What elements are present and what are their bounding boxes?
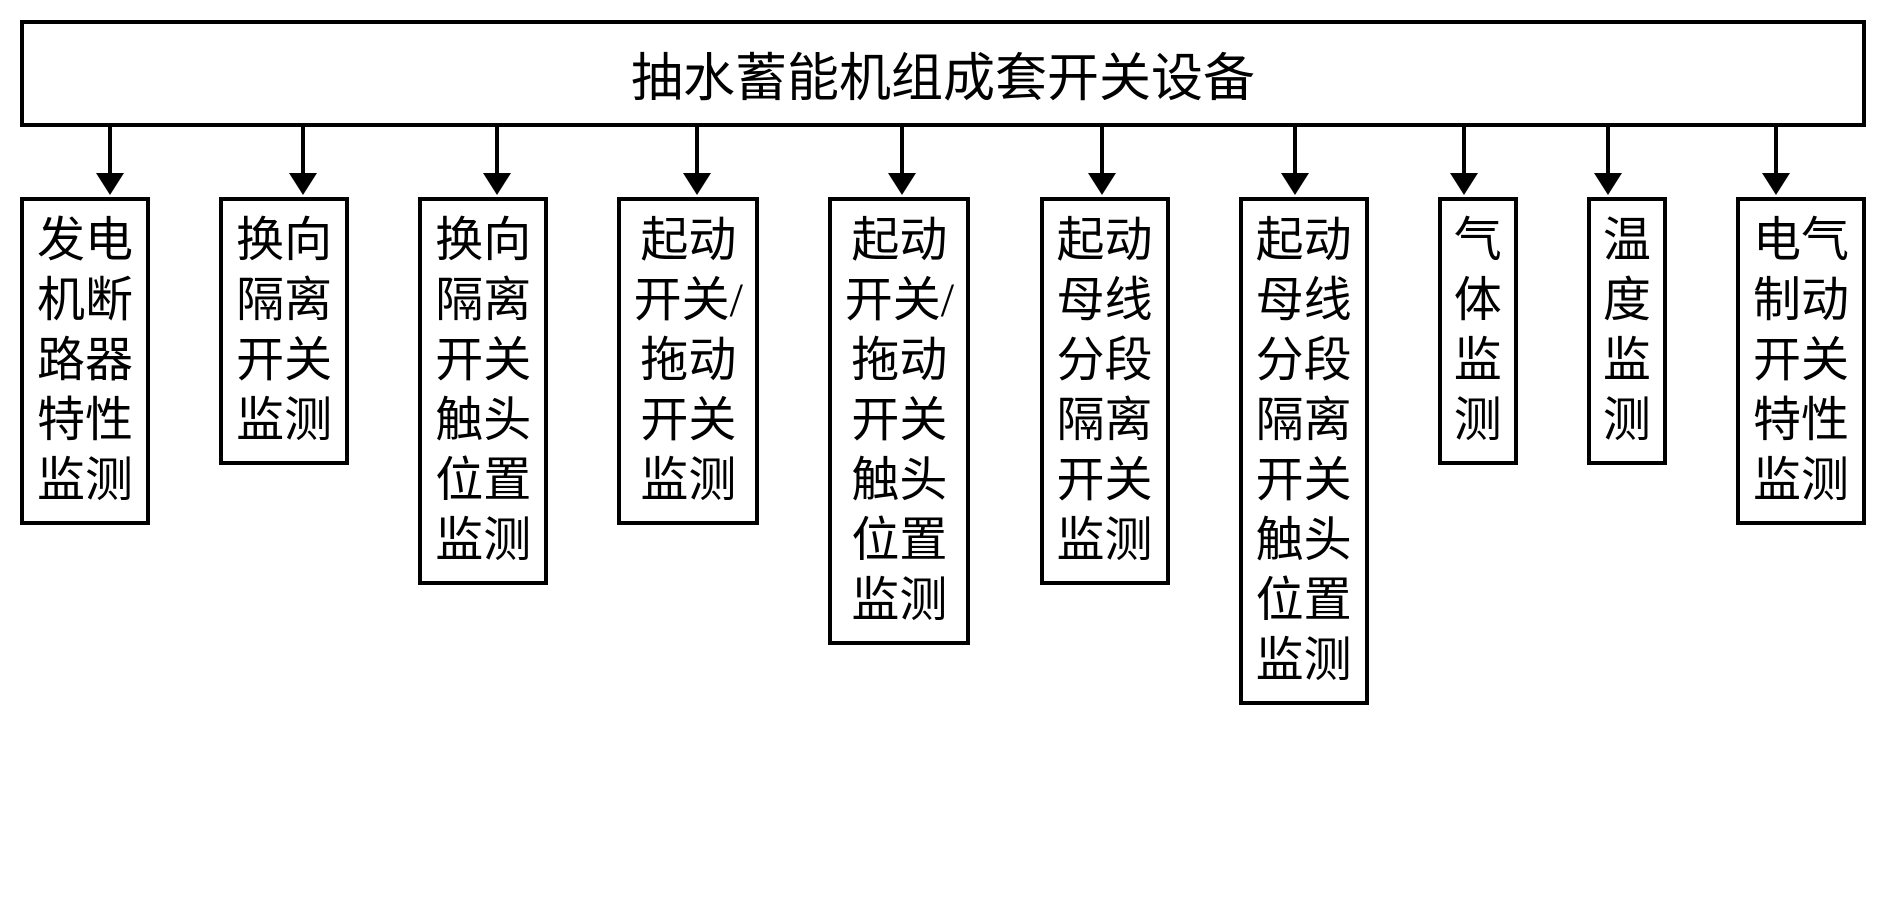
text-line: 开关 xyxy=(435,331,531,391)
child-label: 发电机断路器特性监测 xyxy=(37,211,133,511)
arrow-down-icon xyxy=(1462,127,1466,177)
text-line: 监测 xyxy=(435,511,531,571)
text-line: 机断 xyxy=(37,271,133,331)
child-node: 换向隔离开关触头位置监测 xyxy=(418,197,548,585)
child-label: 起动开关/拖动开关监测 xyxy=(634,211,743,511)
text-line: 开关/ xyxy=(634,271,743,331)
arrow-cell xyxy=(45,127,175,177)
text-line: 监 xyxy=(1454,331,1502,391)
text-line: 起动 xyxy=(1256,211,1352,271)
arrows-row xyxy=(20,127,1866,197)
text-line: 监测 xyxy=(236,391,332,451)
text-line: 触头 xyxy=(1256,511,1352,571)
text-line: 测 xyxy=(1454,391,1502,451)
text-line: 起动 xyxy=(1057,211,1153,271)
text-line: 开关 xyxy=(1256,451,1352,511)
child-node: 起动开关/拖动开关触头位置监测 xyxy=(828,197,970,645)
text-line: 母线 xyxy=(1256,271,1352,331)
text-line: 位置 xyxy=(435,451,531,511)
text-line: 位置 xyxy=(1256,571,1352,631)
text-line: 监测 xyxy=(1057,511,1153,571)
text-line: 开关/ xyxy=(845,271,954,331)
text-line: 制动 xyxy=(1753,271,1849,331)
text-line: 拖动 xyxy=(640,331,736,391)
text-line: 监测 xyxy=(37,451,133,511)
child-label: 气体监测 xyxy=(1454,211,1502,451)
text-line: 隔离 xyxy=(1057,391,1153,451)
text-line: 开关 xyxy=(1753,331,1849,391)
text-line: 换向 xyxy=(435,211,531,271)
text-line: 开关 xyxy=(851,391,947,451)
text-line: 分段 xyxy=(1057,331,1153,391)
arrow-cell xyxy=(626,127,768,177)
tree-diagram: 抽水蓄能机组成套开关设备 发电机断路器特性监测换向隔离开关监测换向隔离开关触头位… xyxy=(20,20,1866,705)
arrow-down-icon xyxy=(1606,127,1610,177)
arrow-down-icon xyxy=(900,127,904,177)
arrow-down-icon xyxy=(495,127,499,177)
text-line: 监 xyxy=(1603,331,1651,391)
child-label: 温度监测 xyxy=(1603,211,1651,451)
text-line: 隔离 xyxy=(435,271,531,331)
text-line: 触头 xyxy=(851,451,947,511)
text-line: 起动 xyxy=(640,211,736,271)
children-row: 发电机断路器特性监测换向隔离开关监测换向隔离开关触头位置监测起动开关/拖动开关监… xyxy=(20,197,1866,705)
arrow-cell xyxy=(831,127,973,177)
arrow-down-icon xyxy=(108,127,112,177)
child-label: 电气制动开关特性监测 xyxy=(1753,211,1849,511)
child-label: 起动母线分段隔离开关监测 xyxy=(1057,211,1153,571)
text-line: 起动 xyxy=(851,211,947,271)
text-line: 开关 xyxy=(640,391,736,451)
text-line: 开关 xyxy=(1057,451,1153,511)
child-node: 发电机断路器特性监测 xyxy=(20,197,150,525)
text-line: 气 xyxy=(1454,211,1502,271)
text-line: 监测 xyxy=(1256,631,1352,691)
text-line: 开关 xyxy=(236,331,332,391)
text-line: 路器 xyxy=(37,331,133,391)
text-line: 位置 xyxy=(851,511,947,571)
text-line: 换向 xyxy=(236,211,332,271)
arrow-cell xyxy=(432,127,562,177)
child-node: 换向隔离开关监测 xyxy=(219,197,349,465)
text-line: 拖动 xyxy=(851,331,947,391)
root-node: 抽水蓄能机组成套开关设备 xyxy=(20,20,1866,127)
child-node: 起动开关/拖动开关监测 xyxy=(617,197,759,525)
text-line: 监测 xyxy=(640,451,736,511)
root-label: 抽水蓄能机组成套开关设备 xyxy=(631,51,1255,108)
child-label: 换向隔离开关触头位置监测 xyxy=(435,211,531,571)
text-line: 隔离 xyxy=(236,271,332,331)
arrow-cell xyxy=(1568,127,1648,177)
arrow-down-icon xyxy=(1774,127,1778,177)
text-line: 触头 xyxy=(435,391,531,451)
text-line: 特性 xyxy=(1753,391,1849,451)
arrow-cell xyxy=(1037,127,1167,177)
arrow-cell xyxy=(1711,127,1841,177)
text-line: 测 xyxy=(1603,391,1651,451)
child-node: 电气制动开关特性监测 xyxy=(1736,197,1866,525)
arrow-down-icon xyxy=(1293,127,1297,177)
text-line: 监测 xyxy=(1753,451,1849,511)
child-label: 起动开关/拖动开关触头位置监测 xyxy=(845,211,954,631)
text-line: 监测 xyxy=(851,571,947,631)
text-line: 电气 xyxy=(1753,211,1849,271)
text-line: 发电 xyxy=(37,211,133,271)
child-node: 气体监测 xyxy=(1438,197,1518,465)
text-line: 温 xyxy=(1603,211,1651,271)
child-label: 起动母线分段隔离开关触头位置监测 xyxy=(1256,211,1352,691)
arrow-cell xyxy=(238,127,368,177)
text-line: 特性 xyxy=(37,391,133,451)
arrow-down-icon xyxy=(1100,127,1104,177)
text-line: 度 xyxy=(1603,271,1651,331)
text-line: 分段 xyxy=(1256,331,1352,391)
arrow-down-icon xyxy=(301,127,305,177)
arrow-down-icon xyxy=(695,127,699,177)
child-node: 温度监测 xyxy=(1587,197,1667,465)
child-node: 起动母线分段隔离开关监测 xyxy=(1040,197,1170,585)
arrow-cell xyxy=(1424,127,1504,177)
child-label: 换向隔离开关监测 xyxy=(236,211,332,451)
child-node: 起动母线分段隔离开关触头位置监测 xyxy=(1239,197,1369,705)
text-line: 母线 xyxy=(1057,271,1153,331)
arrow-cell xyxy=(1230,127,1360,177)
text-line: 体 xyxy=(1454,271,1502,331)
text-line: 隔离 xyxy=(1256,391,1352,451)
